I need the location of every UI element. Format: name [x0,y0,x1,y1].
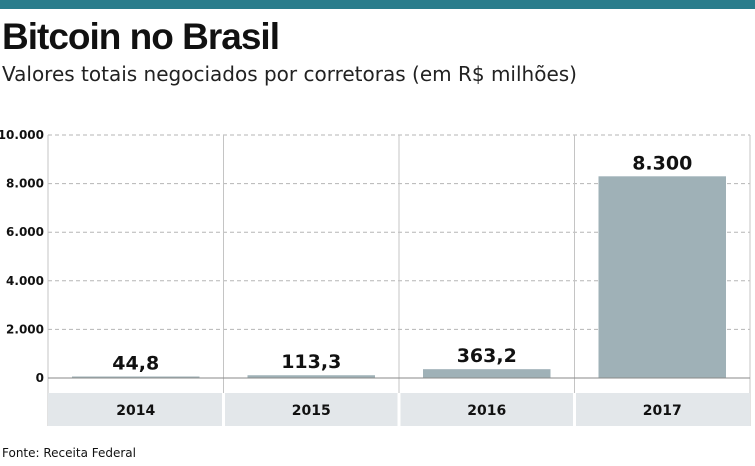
chart-subtitle: Valores totais negociados por corretoras… [2,62,577,86]
bar-value-label: 8.300 [632,152,692,174]
bar [247,375,375,378]
y-tick-label: 8.000 [6,177,44,191]
bar [598,176,726,378]
y-tick-label: 10.000 [0,128,44,142]
y-tick-label: 2.000 [6,322,44,336]
x-category-label: 2015 [292,403,331,419]
x-category-label: 2014 [116,403,155,419]
source-note: Fonte: Receita Federal [2,446,136,460]
bar-value-label: 113,3 [281,351,341,373]
bar [423,369,551,378]
y-tick-label: 0 [36,371,44,385]
bar-value-label: 44,8 [112,353,159,375]
bar-chart: 0 2.000 4.000 6.000 8.000 10.000 44,8 2014 113,3… [0,128,751,426]
y-tick-label: 6.000 [6,225,44,239]
x-category-label: 2017 [643,403,682,419]
bar [72,376,200,378]
bar-value-label: 363,2 [457,345,517,367]
x-category-label: 2016 [467,403,506,419]
chart-title: Bitcoin no Brasil [2,16,280,57]
y-tick-label: 4.000 [6,274,44,288]
top-accent-bar [0,0,755,9]
